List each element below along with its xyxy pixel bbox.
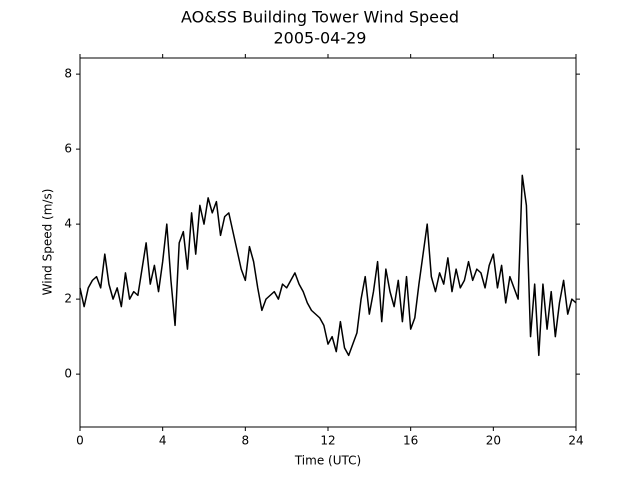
y-tick-label: 6 <box>64 142 72 156</box>
x-tick-label: 0 <box>76 434 84 448</box>
y-tick-label: 2 <box>64 292 72 306</box>
y-tick-label: 4 <box>64 217 72 231</box>
x-tick-label: 24 <box>568 434 583 448</box>
x-tick-label: 20 <box>486 434 501 448</box>
x-axis-label: Time (UTC) <box>294 454 361 468</box>
y-axis-label: Wind Speed (m/s) <box>41 189 55 296</box>
x-tick-label: 8 <box>242 434 250 448</box>
axes-frame <box>79 57 577 428</box>
y-tick-label: 0 <box>64 367 72 381</box>
x-tick-label: 4 <box>159 434 167 448</box>
chart-subtitle: 2005-04-29 <box>274 29 367 48</box>
x-tick-label: 16 <box>403 434 418 448</box>
y-tick-label: 8 <box>64 67 72 81</box>
x-tick-label: 12 <box>320 434 335 448</box>
plot-area <box>79 174 577 357</box>
data-line <box>79 174 577 357</box>
chart-title: AO&SS Building Tower Wind Speed <box>181 8 459 27</box>
